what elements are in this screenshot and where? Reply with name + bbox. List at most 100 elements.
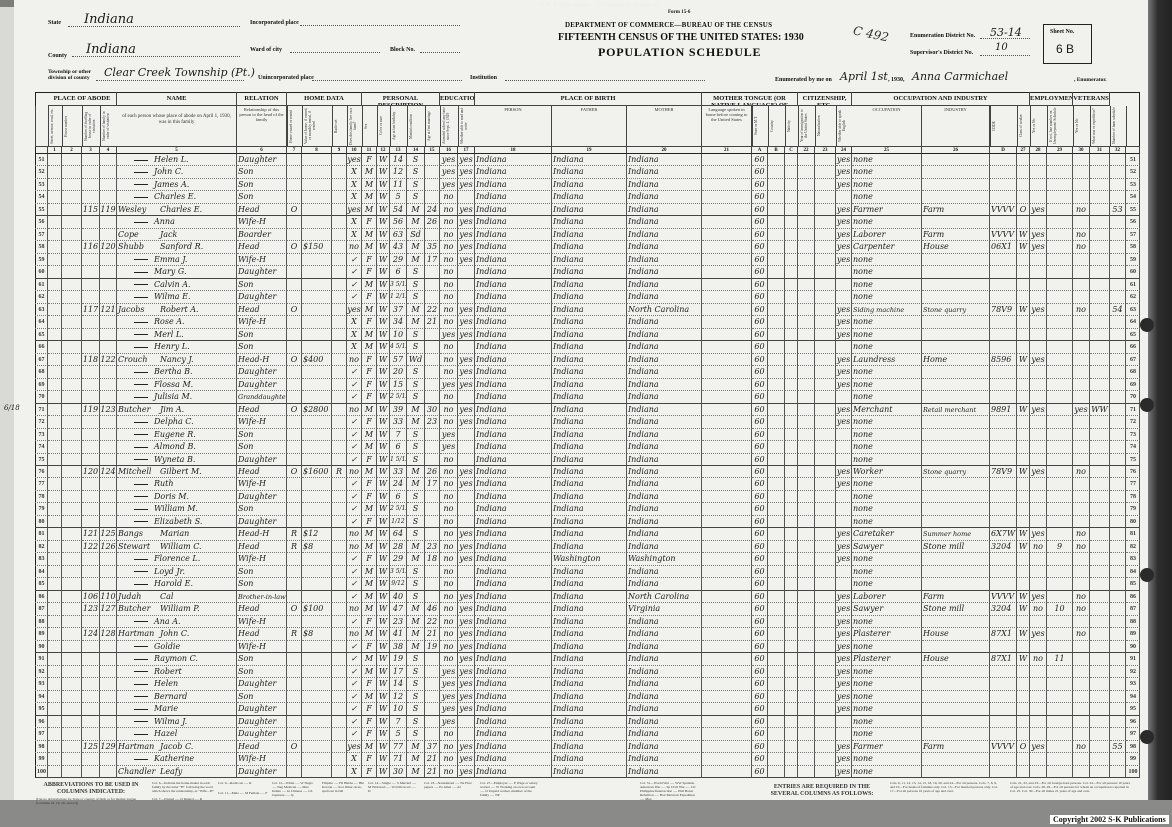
ward-label: Ward of city [250,47,282,53]
cell-n: 81 [35,528,48,541]
cell-farm: no [347,466,362,479]
cell-code: VVVV [990,740,1017,754]
cell-ind [922,453,990,466]
cell-eng: yes [836,690,852,704]
cell-a: 60 [752,403,768,417]
enumerator-name: Anna Carmichael [912,70,1009,83]
given-name: Katherine [154,754,195,764]
cell-house [62,565,82,579]
ditto-mark [134,683,148,685]
cell-eng: yes [836,703,852,716]
cell-mar: Wd [407,353,425,367]
cell-war [1090,678,1110,691]
cell-race: W [377,316,390,329]
cell-c32 [1110,453,1126,466]
column-header: If not, line number on Unemployment Sche… [1047,106,1073,146]
cell-n2: 55 [1126,203,1140,217]
column-header: Sex [362,106,377,146]
cell-unemp [1047,503,1073,516]
cell-n2: 84 [1126,565,1140,579]
cell-race: W [377,503,390,516]
cell-own [287,703,302,716]
cell-c [785,341,798,354]
cell-a: 60 [752,303,768,317]
ditto-mark [134,508,148,510]
cell-bf: Indiana [552,765,627,778]
cell-house [62,753,82,766]
cell-bm: Indiana [627,316,702,329]
cell-sch: no [440,528,458,541]
cell-n2: 71 [1126,403,1140,417]
cell-bm: Indiana [627,466,702,479]
cell-mar: M [407,740,425,754]
cell-eng [836,191,852,204]
cell-cls [1017,753,1030,766]
township-value: Clear Creek Township (Pt.) [104,66,255,79]
cell-occ: none [852,703,922,716]
column-number: 31 [1090,146,1110,154]
cell-occ: none [852,640,922,654]
cell-b [768,578,785,591]
cell-war [1090,665,1110,679]
cell-farm: no [347,241,362,254]
column-header: House number [62,106,82,146]
cell-fam: 122 [100,353,117,367]
cell-n: 80 [35,515,48,529]
cell-street [48,241,62,254]
cell-b [768,278,785,292]
cell-agem: 26 [425,216,440,229]
cell-radio [332,378,347,392]
cell-c23 [815,216,836,229]
cell-bp: Indiana [475,753,552,766]
cell-lang [702,703,752,716]
cell-ind [922,191,990,204]
cell-rw [458,490,475,504]
cell-war [1090,216,1110,229]
cell-b [768,740,785,754]
cell-vet: yes [1073,403,1090,417]
cell-fam: 126 [100,540,117,554]
cell-eng [836,565,852,579]
cell-unemp [1047,416,1073,429]
cell-street [48,603,62,616]
cell-own [287,765,302,778]
cell-sch: no [440,241,458,254]
cell-n2: 53 [1126,178,1140,192]
cell-bp: Indiana [475,528,552,541]
cell-mar: S [407,178,425,192]
ditto-mark [134,171,148,173]
given-name: Jim A. [160,404,185,414]
cell-sch: no [440,316,458,329]
cell-own: O [287,740,302,754]
cell-house [62,553,82,566]
cell-cls [1017,715,1030,729]
cell-farm: no [347,540,362,554]
cell-occ: Worker [852,466,922,479]
group-header: MOTHER TONGUE (OR NATIVE LANGUAGE) OF FO… [702,92,798,106]
cell-rw: yes [458,253,475,267]
cell-house [62,453,82,466]
surname: Stewart [118,541,151,551]
ditto-mark [134,483,148,485]
cell-rw: yes [458,416,475,429]
cell-dw [82,665,100,679]
cell-mar: S [407,503,425,516]
cell-code [990,391,1017,404]
cell-c23 [815,503,836,516]
cell-race: W [377,253,390,267]
cell-bm: Indiana [627,740,702,754]
cell-rw: yes [458,765,475,778]
cell-own [287,553,302,566]
cell-b [768,416,785,429]
cell-bp: Indiana [475,603,552,616]
cell-agem: 35 [425,241,440,254]
cell-cls [1017,391,1030,404]
ditto-mark [134,284,148,286]
cell-fam: 121 [100,303,117,317]
cell-bp: Indiana [475,703,552,716]
cell-war [1090,628,1110,641]
cell-a: 60 [752,266,768,279]
column-header: Marital condition [407,106,425,146]
cell-bm: Indiana [627,640,702,654]
ditto-mark [134,621,148,623]
